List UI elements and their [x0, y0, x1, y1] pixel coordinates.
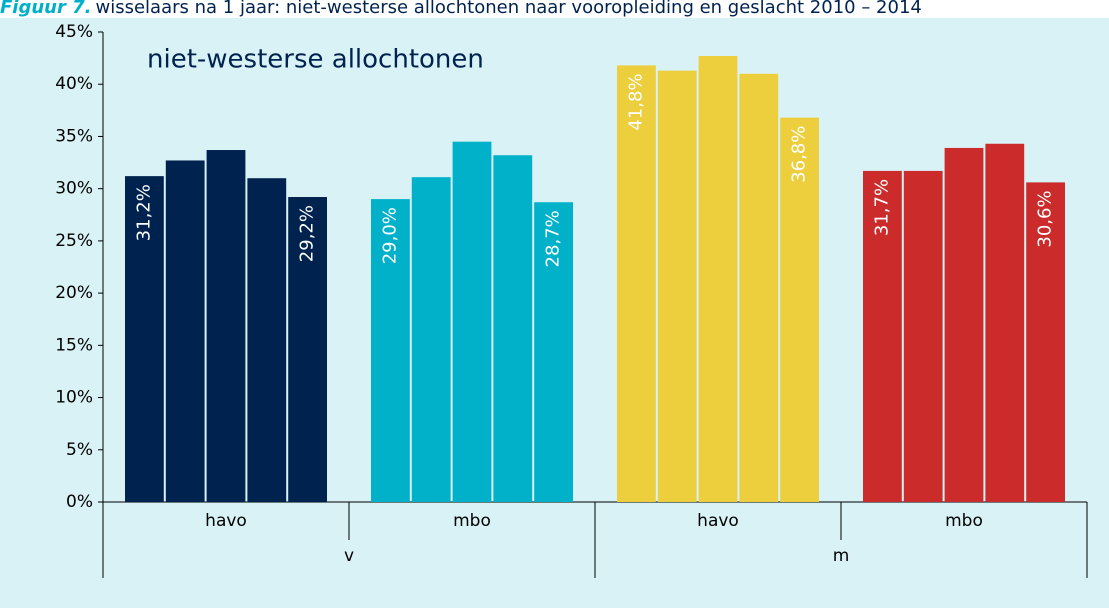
- bar: [617, 65, 656, 502]
- bar: [698, 56, 738, 503]
- y-tick-label: 20%: [55, 283, 93, 303]
- y-tick-label: 15%: [55, 335, 93, 355]
- chart-subtitle: niet-westerse allochtonen: [147, 45, 484, 75]
- bar: [903, 170, 943, 502]
- subgroup-label: mbo: [453, 511, 491, 531]
- chart-title: Figuur 7. wisselaars na 1 jaar: niet-west…: [0, 0, 922, 18]
- subgroup-label: havo: [205, 511, 247, 531]
- bar: [493, 155, 533, 502]
- bar: [452, 141, 492, 502]
- bar: [944, 147, 984, 502]
- bar: [206, 150, 246, 502]
- data-label: 36,8%: [789, 126, 810, 183]
- bar: [1026, 182, 1065, 502]
- y-tick-label: 45%: [55, 22, 93, 42]
- y-tick-label: 5%: [66, 440, 93, 460]
- subgroup-label: mbo: [945, 511, 983, 531]
- y-tick-label: 35%: [55, 126, 93, 146]
- bar: [657, 70, 697, 503]
- bar: [863, 170, 902, 502]
- title-text: wisselaars na 1 jaar: niet-westerse allo…: [96, 0, 922, 18]
- data-label: 30,6%: [1035, 190, 1056, 247]
- data-label: 29,2%: [297, 205, 318, 262]
- data-label: 31,2%: [133, 184, 154, 241]
- group-label: m: [833, 546, 850, 566]
- figure-label: Figuur 7.: [0, 0, 92, 18]
- bar: [739, 73, 779, 503]
- subgroup-label: havo: [697, 511, 739, 531]
- bar: [125, 176, 164, 502]
- bar: [780, 117, 819, 503]
- data-label: 29,0%: [379, 207, 400, 264]
- data-label: 41,8%: [625, 73, 646, 130]
- bar: [534, 202, 573, 502]
- bar: [165, 160, 205, 502]
- bar: [288, 197, 327, 502]
- bar: [247, 178, 287, 502]
- data-label: 31,7%: [871, 179, 892, 236]
- y-tick-label: 30%: [55, 179, 93, 199]
- y-tick-label: 0%: [66, 492, 93, 512]
- y-tick-label: 25%: [55, 231, 93, 251]
- group-label: v: [344, 546, 354, 566]
- data-label: 28,7%: [543, 210, 564, 267]
- bar: [371, 199, 410, 502]
- bar: [985, 143, 1025, 502]
- y-tick-label: 40%: [55, 74, 93, 94]
- y-tick-label: 10%: [55, 388, 93, 408]
- bar: [411, 177, 451, 502]
